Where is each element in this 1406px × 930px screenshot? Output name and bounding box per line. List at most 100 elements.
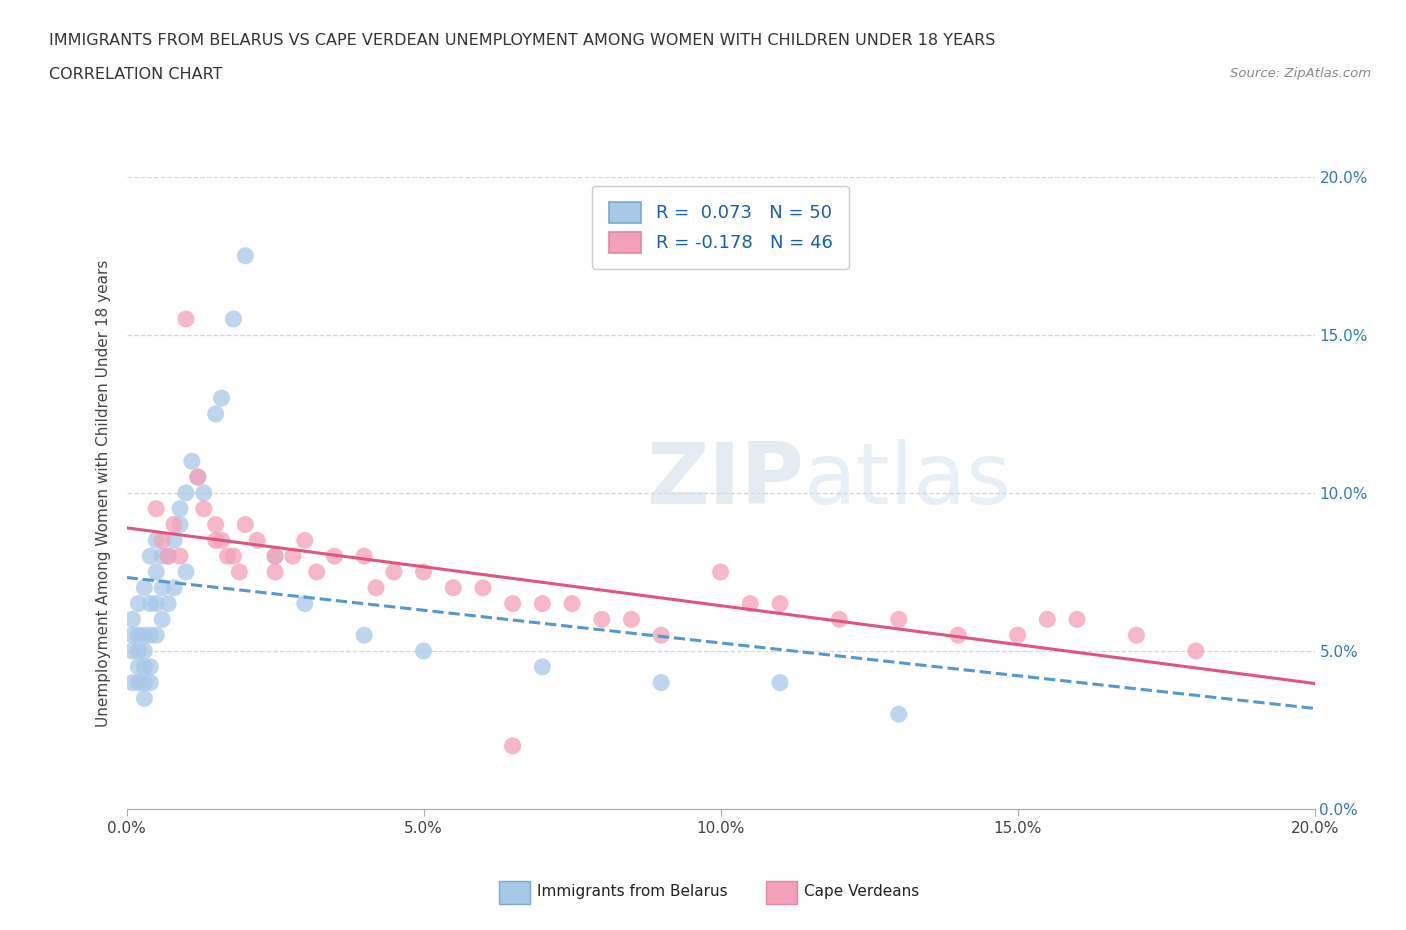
Point xyxy=(305,565,328,579)
Point xyxy=(134,580,156,595)
Point xyxy=(150,580,173,595)
Point xyxy=(828,612,851,627)
Point xyxy=(591,612,613,627)
Point xyxy=(150,612,173,627)
Point xyxy=(127,596,149,611)
Point xyxy=(193,501,215,516)
Point xyxy=(169,517,191,532)
Point xyxy=(246,533,269,548)
Point xyxy=(217,549,239,564)
Point xyxy=(650,628,672,643)
Point xyxy=(157,596,180,611)
Point xyxy=(145,565,167,579)
Point xyxy=(174,312,197,326)
Point xyxy=(150,549,173,564)
Point xyxy=(145,628,167,643)
Point xyxy=(222,312,245,326)
Point xyxy=(948,628,970,643)
Legend: R =  0.073   N = 50, R = -0.178   N = 46: R = 0.073 N = 50, R = -0.178 N = 46 xyxy=(592,186,849,269)
Point xyxy=(157,549,180,564)
Text: CORRELATION CHART: CORRELATION CHART xyxy=(49,67,222,82)
Point xyxy=(294,596,316,611)
Point xyxy=(412,565,434,579)
Point xyxy=(887,612,910,627)
Point xyxy=(204,517,226,532)
Point xyxy=(650,675,672,690)
Point xyxy=(228,565,250,579)
Point xyxy=(264,549,287,564)
Point xyxy=(139,596,162,611)
Point xyxy=(174,565,197,579)
Point xyxy=(709,565,731,579)
Y-axis label: Unemployment Among Women with Children Under 18 years: Unemployment Among Women with Children U… xyxy=(96,259,111,726)
Point xyxy=(502,738,524,753)
Text: Source: ZipAtlas.com: Source: ZipAtlas.com xyxy=(1230,67,1371,80)
Point xyxy=(471,580,495,595)
Point xyxy=(281,549,304,564)
Point xyxy=(531,596,554,611)
Point xyxy=(1125,628,1147,643)
Point xyxy=(134,628,156,643)
Text: atlas: atlas xyxy=(804,439,1012,522)
Point xyxy=(187,470,209,485)
Point xyxy=(127,644,149,658)
Point xyxy=(264,565,287,579)
Text: Immigrants from Belarus: Immigrants from Belarus xyxy=(537,884,728,899)
Point xyxy=(145,533,167,548)
Point xyxy=(264,549,287,564)
Point xyxy=(127,628,149,643)
Point xyxy=(163,533,186,548)
Point xyxy=(441,580,464,595)
Point xyxy=(134,691,156,706)
Point xyxy=(364,580,387,595)
Point xyxy=(502,596,524,611)
Point xyxy=(187,470,209,485)
Point xyxy=(1066,612,1088,627)
Point xyxy=(233,517,256,532)
Point xyxy=(127,675,149,690)
Point xyxy=(294,533,316,548)
Point xyxy=(620,612,643,627)
Text: Cape Verdeans: Cape Verdeans xyxy=(804,884,920,899)
Point xyxy=(211,391,233,405)
Point xyxy=(121,644,143,658)
Point xyxy=(353,549,375,564)
Point xyxy=(412,644,434,658)
Point xyxy=(353,628,375,643)
Point xyxy=(150,533,173,548)
Point xyxy=(769,675,792,690)
Point xyxy=(180,454,202,469)
Text: IMMIGRANTS FROM BELARUS VS CAPE VERDEAN UNEMPLOYMENT AMONG WOMEN WITH CHILDREN U: IMMIGRANTS FROM BELARUS VS CAPE VERDEAN … xyxy=(49,33,995,47)
Point xyxy=(139,659,162,674)
Point xyxy=(134,644,156,658)
Point xyxy=(531,659,554,674)
Point xyxy=(1036,612,1059,627)
Point xyxy=(134,675,156,690)
Point xyxy=(134,659,156,674)
Point xyxy=(139,675,162,690)
Point xyxy=(169,549,191,564)
Point xyxy=(121,675,143,690)
Point xyxy=(740,596,762,611)
Point xyxy=(193,485,215,500)
Point xyxy=(121,628,143,643)
Point xyxy=(145,596,167,611)
Point xyxy=(233,248,256,263)
Point xyxy=(204,406,226,421)
Point xyxy=(561,596,583,611)
Point xyxy=(121,612,143,627)
Point xyxy=(1184,644,1206,658)
Point xyxy=(157,549,180,564)
Point xyxy=(211,533,233,548)
Point xyxy=(1007,628,1029,643)
Point xyxy=(222,549,245,564)
Text: ZIP: ZIP xyxy=(645,439,804,522)
Point xyxy=(323,549,346,564)
Point xyxy=(139,549,162,564)
Point xyxy=(769,596,792,611)
Point xyxy=(139,628,162,643)
Point xyxy=(163,580,186,595)
Point xyxy=(145,501,167,516)
Point xyxy=(174,485,197,500)
Point xyxy=(163,517,186,532)
